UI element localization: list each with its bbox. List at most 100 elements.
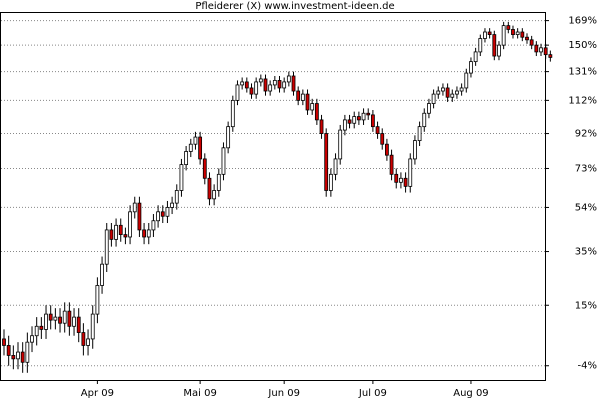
candle-body [254, 81, 259, 95]
candle-body [305, 93, 310, 111]
candle-body [2, 338, 6, 346]
candle-body [403, 177, 408, 187]
candle-body [436, 90, 441, 95]
candle-body [483, 31, 487, 39]
candle-body [123, 234, 128, 238]
candle-body [286, 75, 291, 83]
candle-body [464, 72, 469, 89]
candle-body [118, 224, 123, 236]
candle-body [235, 84, 240, 101]
candle-body [445, 87, 450, 98]
candle-body [431, 93, 436, 104]
candle-body [427, 103, 431, 114]
candle-body [347, 119, 352, 124]
candle-body [202, 158, 207, 179]
candle-body [417, 126, 422, 142]
candle-body [142, 229, 146, 238]
candle-body [137, 202, 142, 231]
y-tick-label: 150% [568, 40, 597, 51]
candle-body [221, 147, 226, 175]
candle-body [473, 51, 478, 63]
candle-body [249, 87, 254, 95]
candle-body [366, 112, 371, 116]
candle-body [478, 38, 483, 53]
candle-body [394, 173, 399, 183]
candle-body [529, 39, 534, 46]
candle-body [324, 133, 329, 191]
candle-body [338, 129, 343, 160]
candle-body [399, 177, 403, 183]
candle-body [282, 81, 287, 89]
candle-body [230, 99, 235, 128]
candle-body [170, 202, 175, 208]
candle-body [95, 285, 100, 315]
candle-body [188, 143, 193, 152]
candle-body [6, 345, 11, 356]
candle-body [548, 54, 553, 58]
y-tick-label: -4% [578, 361, 597, 372]
candle-body [441, 87, 445, 92]
y-tick-label: 92% [575, 129, 597, 140]
candle-body [534, 44, 539, 53]
candle-body [319, 119, 324, 134]
candle-body [146, 229, 151, 238]
candle-body [450, 93, 455, 98]
plot-frame [0, 12, 546, 381]
candle-body [90, 313, 95, 340]
candle-body [212, 190, 217, 200]
candle-body [62, 310, 67, 324]
candle-body [109, 229, 114, 240]
candle-body [67, 310, 72, 327]
candle-body [104, 229, 109, 265]
candle-body [174, 190, 179, 204]
x-tick-label: Jul 09 [358, 388, 387, 399]
candle-body [380, 133, 385, 145]
candle-body [25, 341, 30, 363]
candle-body [160, 211, 165, 217]
candle-body [132, 202, 137, 213]
candle-body [361, 112, 366, 121]
candle-body [497, 44, 501, 57]
candle-body [263, 78, 268, 92]
chart-title: Pfleiderer (X) www.investment-ideen.de [195, 1, 394, 12]
candle-body [385, 143, 389, 156]
candle-body [258, 78, 263, 83]
y-tick-label: 35% [575, 247, 597, 258]
candle-body [76, 316, 81, 333]
candle-body [511, 29, 515, 35]
candle-body [352, 116, 357, 124]
x-tick-label: Apr 09 [81, 388, 114, 399]
candle-body [296, 90, 301, 101]
candle-body [310, 103, 315, 111]
candle-body [543, 47, 548, 56]
candle-body [44, 313, 48, 330]
candle-body [422, 112, 427, 128]
candle-body [207, 177, 212, 200]
candle-body [226, 126, 231, 149]
x-tick-label: Jun 09 [267, 388, 300, 399]
candle-body [81, 332, 86, 346]
candle-body [469, 61, 473, 74]
candle-body [268, 84, 273, 92]
candle-body [356, 116, 361, 121]
candle-body [455, 90, 459, 95]
candle-body [314, 103, 319, 121]
candle-body [156, 211, 160, 222]
candle-body [300, 93, 305, 101]
candle-body [100, 263, 104, 286]
y-tick-label: 169% [568, 16, 597, 27]
candle-body [459, 87, 464, 92]
candle-body [328, 173, 333, 191]
candle-body [86, 338, 90, 346]
candle-body [16, 351, 20, 360]
candle-body [198, 136, 203, 160]
candle-body [487, 31, 492, 35]
candle-body [20, 351, 25, 363]
x-tick-label: Mai 09 [183, 388, 216, 399]
candle-body [492, 34, 497, 57]
candle-body [58, 316, 62, 324]
candle-body [408, 158, 413, 187]
candle-body [128, 211, 132, 238]
candle-body [515, 31, 520, 35]
